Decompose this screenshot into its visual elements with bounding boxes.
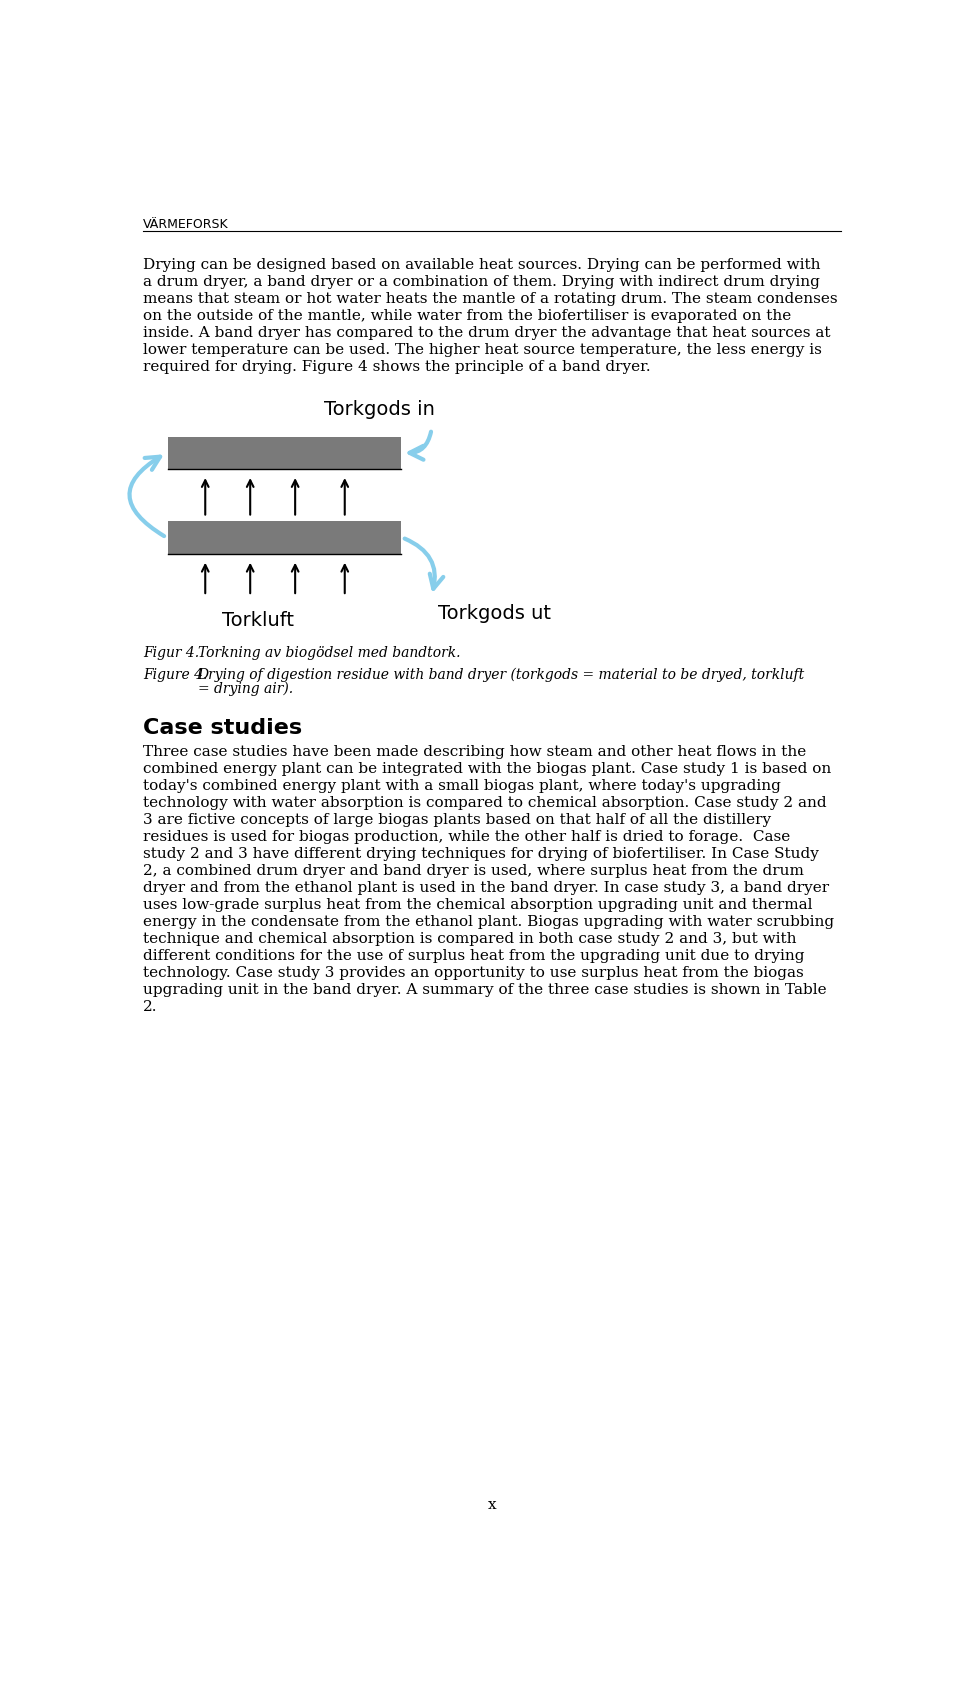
Text: 2.: 2. bbox=[143, 1000, 157, 1014]
Text: study 2 and 3 have different drying techniques for drying of biofertiliser. In C: study 2 and 3 have different drying tech… bbox=[143, 847, 819, 861]
Text: VÄRMEFORSK: VÄRMEFORSK bbox=[143, 218, 228, 231]
Text: technique and chemical absorption is compared in both case study 2 and 3, but wi: technique and chemical absorption is com… bbox=[143, 932, 797, 946]
Text: technology with water absorption is compared to chemical absorption. Case study : technology with water absorption is comp… bbox=[143, 796, 827, 810]
Text: a drum dryer, a band dryer or a combination of them. Drying with indirect drum d: a drum dryer, a band dryer or a combinat… bbox=[143, 276, 820, 289]
Text: inside. A band dryer has compared to the drum dryer the advantage that heat sour: inside. A band dryer has compared to the… bbox=[143, 327, 830, 340]
Text: upgrading unit in the band dryer. A summary of the three case studies is shown i: upgrading unit in the band dryer. A summ… bbox=[143, 983, 827, 997]
Text: Torkning av biogödsel med bandtork.: Torkning av biogödsel med bandtork. bbox=[198, 646, 460, 660]
Bar bbox=[168, 522, 400, 555]
Text: combined energy plant can be integrated with the biogas plant. Case study 1 is b: combined energy plant can be integrated … bbox=[143, 762, 831, 776]
Text: x: x bbox=[488, 1497, 496, 1512]
Text: 3 are fictive concepts of large biogas plants based on that half of all the dist: 3 are fictive concepts of large biogas p… bbox=[143, 813, 772, 827]
Text: today's combined energy plant with a small biogas plant, where today's upgrading: today's combined energy plant with a sma… bbox=[143, 779, 781, 793]
Text: energy in the condensate from the ethanol plant. Biogas upgrading with water scr: energy in the condensate from the ethano… bbox=[143, 915, 834, 929]
Text: means that steam or hot water heats the mantle of a rotating drum. The steam con: means that steam or hot water heats the … bbox=[143, 293, 838, 306]
Text: 2, a combined drum dryer and band dryer is used, where surplus heat from the dru: 2, a combined drum dryer and band dryer … bbox=[143, 864, 804, 878]
Text: = drying air).: = drying air). bbox=[198, 682, 293, 696]
Text: Torkgods ut: Torkgods ut bbox=[438, 604, 551, 623]
Bar bbox=[168, 437, 400, 469]
Text: Figur 4.: Figur 4. bbox=[143, 646, 200, 660]
Text: Drying can be designed based on available heat sources. Drying can be performed : Drying can be designed based on availabl… bbox=[143, 259, 821, 272]
Text: residues is used for biogas production, while the other half is dried to forage.: residues is used for biogas production, … bbox=[143, 830, 790, 844]
Text: Torkgods in: Torkgods in bbox=[324, 400, 435, 418]
Text: uses low-grade surplus heat from the chemical absorption upgrading unit and ther: uses low-grade surplus heat from the che… bbox=[143, 898, 813, 912]
Text: Three case studies have been made describing how steam and other heat flows in t: Three case studies have been made descri… bbox=[143, 745, 806, 759]
Text: Case studies: Case studies bbox=[143, 718, 302, 738]
Text: Drying of digestion residue with band dryer (torkgods = material to be dryed, to: Drying of digestion residue with band dr… bbox=[198, 668, 804, 682]
Text: Torkluft: Torkluft bbox=[222, 611, 294, 631]
Text: different conditions for the use of surplus heat from the upgrading unit due to : different conditions for the use of surp… bbox=[143, 949, 804, 963]
Text: lower temperature can be used. The higher heat source temperature, the less ener: lower temperature can be used. The highe… bbox=[143, 342, 822, 357]
Text: Figure 4.: Figure 4. bbox=[143, 668, 207, 682]
Text: dryer and from the ethanol plant is used in the band dryer. In case study 3, a b: dryer and from the ethanol plant is used… bbox=[143, 881, 829, 895]
Text: required for drying. Figure 4 shows the principle of a band dryer.: required for drying. Figure 4 shows the … bbox=[143, 359, 651, 374]
Text: on the outside of the mantle, while water from the biofertiliser is evaporated o: on the outside of the mantle, while wate… bbox=[143, 310, 791, 323]
Text: technology. Case study 3 provides an opportunity to use surplus heat from the bi: technology. Case study 3 provides an opp… bbox=[143, 966, 804, 980]
